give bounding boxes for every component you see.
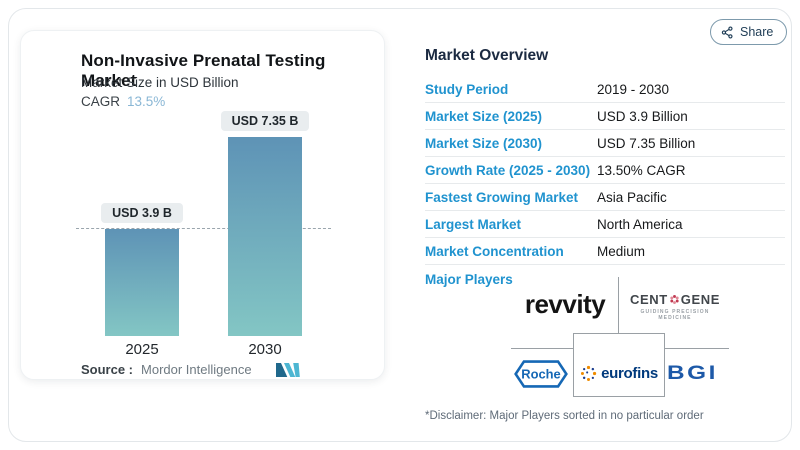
centogene-wordmark-left: CENT [629, 292, 668, 307]
row-label: Growth Rate (2025 - 2030) [425, 162, 591, 178]
row-label: Market Size (2025) [425, 108, 543, 124]
centogene-wordmark-right: GENE [680, 292, 721, 307]
bgi-logo: BGI [667, 363, 718, 384]
bar [105, 229, 179, 336]
source-name: Mordor Intelligence [141, 362, 252, 377]
row-label: Market Concentration [425, 243, 564, 259]
eurofins-logo-box: eurofins [573, 333, 665, 397]
row-value: USD 3.9 Billion [597, 108, 688, 124]
row-label: Market Size (2030) [425, 135, 543, 151]
table-row: Market Size (2025) USD 3.9 Billion [425, 103, 785, 130]
source-label: Source : [81, 362, 134, 377]
eurofins-dots-icon [580, 365, 597, 382]
dashed-guideline [76, 228, 331, 229]
table-row: Study Period 2019 - 2030 [425, 76, 785, 103]
cagr-line: CAGR 13.5% [81, 94, 165, 109]
svg-text:Roche: Roche [521, 367, 561, 382]
table-row: Market Concentration Medium [425, 238, 785, 265]
cagr-value: 13.5% [127, 94, 166, 109]
share-button-label: Share [740, 25, 774, 39]
players-disclaimer: *Disclaimer: Major Players sorted in no … [425, 410, 704, 422]
chart-card: Non-Invasive Prenatal Testing Market Mar… [20, 30, 385, 380]
mordor-intelligence-logo-icon [276, 362, 300, 383]
row-label: Largest Market [425, 216, 522, 232]
row-value: USD 7.35 Billion [597, 135, 696, 151]
logo-divider-right [665, 348, 729, 350]
bar-chart-plot: USD 3.9 B 2025 USD 7.35 B 2030 [21, 111, 384, 358]
share-button[interactable]: Share [710, 19, 788, 45]
logo-divider-vertical [618, 277, 620, 334]
row-value: 13.50% CAGR [597, 162, 686, 178]
share-icon [721, 25, 734, 39]
table-row: Market Size (2030) USD 7.35 Billion [425, 130, 785, 157]
logo-divider-left [511, 348, 573, 350]
major-players-label: Major Players [425, 272, 513, 287]
x-axis-tick-label: 2030 [248, 341, 282, 358]
revvity-logo: revvity [524, 289, 606, 319]
row-value: Asia Pacific [597, 189, 667, 205]
bar-group-2025: USD 3.9 B 2025 [101, 111, 183, 358]
row-value: 2019 - 2030 [597, 81, 670, 97]
table-row: Largest Market North America [425, 211, 785, 238]
source-attribution: Source : Mordor Intelligence [81, 362, 252, 377]
centogene-logo: CENT GENE GUIDING PRECISION MEDICINE [625, 292, 725, 321]
centogene-flower-icon [669, 294, 680, 305]
table-row: Fastest Growing Market Asia Pacific [425, 184, 785, 211]
eurofins-wordmark: eurofins [601, 364, 658, 382]
row-label: Fastest Growing Market [425, 189, 579, 205]
cagr-label: CAGR [81, 94, 121, 109]
overview-table: Study Period 2019 - 2030 Market Size (20… [425, 76, 785, 265]
roche-logo: Roche [514, 359, 568, 394]
overview-title: Market Overview [425, 47, 549, 64]
bar-group-2030: USD 7.35 B 2030 [220, 111, 310, 358]
chart-title: Non-Invasive Prenatal Testing Market [81, 51, 326, 90]
centogene-tagline: GUIDING PRECISION MEDICINE [640, 309, 710, 321]
row-value: Medium [597, 243, 646, 259]
table-row: Growth Rate (2025 - 2030) 13.50% CAGR [425, 157, 785, 184]
bar-value-label: USD 3.9 B [101, 203, 183, 223]
bar-value-label: USD 7.35 B [220, 111, 310, 131]
chart-subtitle: Market Size in USD Billion [81, 75, 239, 90]
x-axis-tick-label: 2025 [125, 341, 159, 358]
bar [228, 137, 302, 336]
row-label: Study Period [425, 81, 509, 97]
row-value: North America [597, 216, 683, 232]
